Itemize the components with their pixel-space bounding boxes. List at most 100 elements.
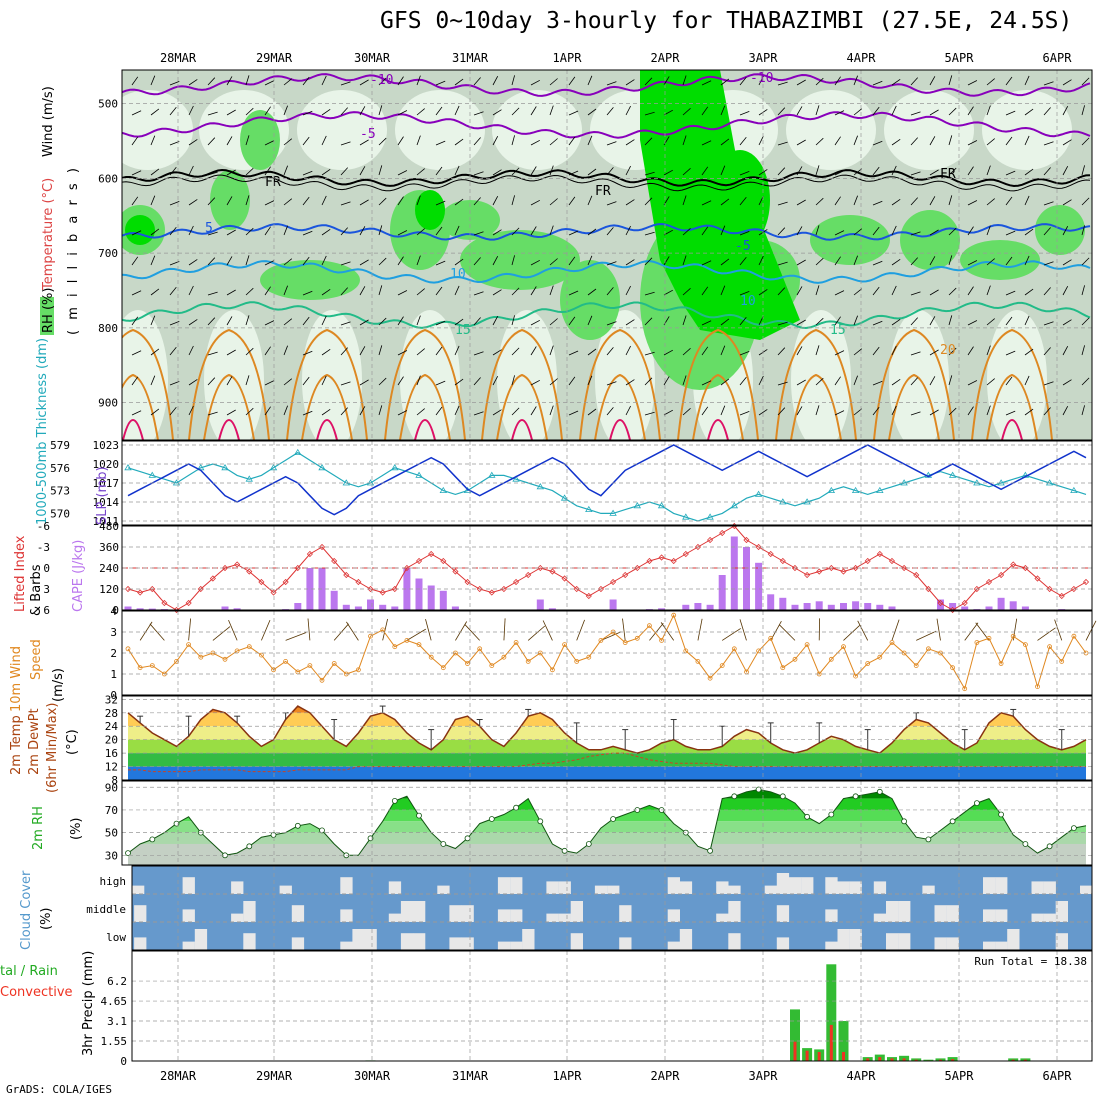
wind-barb	[1005, 110, 1016, 116]
wind-barb	[986, 78, 995, 86]
wind-barb	[511, 227, 520, 236]
wind-barb	[131, 230, 142, 236]
wind-barb	[302, 410, 313, 416]
wind-barb	[948, 167, 957, 176]
li-point	[525, 571, 532, 579]
wind-barb-10m	[139, 621, 153, 641]
date-label-top: 1APR	[553, 51, 583, 65]
wind-barb	[454, 405, 460, 416]
wind-barb	[929, 409, 939, 416]
rh-moist-patch	[460, 230, 580, 290]
li-point	[597, 585, 605, 593]
thickness-point	[585, 505, 593, 512]
cape-bar	[694, 603, 702, 610]
wind-speed-point	[271, 667, 276, 673]
wind-label-3: & Barbs	[29, 564, 44, 616]
wind-barb	[435, 226, 443, 236]
cape-bar	[609, 599, 617, 610]
wind-speed-point	[622, 640, 628, 645]
wind-speed-point	[368, 633, 373, 639]
thickness-point	[827, 486, 836, 493]
wind-barb	[188, 345, 194, 356]
wind-barb	[549, 285, 554, 296]
panel-frame	[121, 780, 1093, 866]
li-point	[876, 550, 883, 558]
wind-barb	[967, 380, 978, 386]
wind-speed-point	[950, 665, 955, 671]
temp-band	[128, 766, 1086, 780]
wind-barb	[492, 229, 502, 236]
cape-bar	[294, 603, 302, 610]
wind-barb-10m	[936, 618, 941, 641]
cloud-gap	[194, 929, 208, 950]
wind-barb	[644, 197, 653, 206]
thickness-point	[1045, 479, 1054, 486]
cloud-gap	[886, 901, 899, 922]
wind-barb	[967, 346, 974, 356]
wind-barb	[302, 316, 310, 326]
precip-unit-label: 3hr Precip (mm)	[81, 951, 96, 1056]
wind-barb-10m	[964, 622, 979, 641]
wind-barb	[834, 376, 841, 386]
wind-barb-10m	[527, 625, 546, 641]
cape-bar	[221, 606, 229, 610]
wind-speed-point	[756, 648, 761, 654]
pressure-tick-label: 900	[98, 397, 118, 410]
wind-barb	[682, 375, 687, 386]
cape-bar	[136, 608, 144, 611]
wind-barb	[739, 76, 747, 86]
cloud-gap	[764, 885, 777, 894]
wind-barb	[891, 378, 901, 386]
rh-dry-patch	[204, 310, 264, 440]
wind-barb	[511, 287, 520, 296]
wind-speed-point	[489, 663, 495, 668]
wind-tick-label: 4	[110, 605, 117, 618]
rh-point	[585, 841, 592, 847]
wind-barb	[625, 165, 631, 176]
wind-barb	[1062, 406, 1069, 416]
date-label-bottom: 5APR	[945, 1069, 975, 1083]
rh-dry-patch	[492, 90, 582, 170]
wind-barb	[435, 260, 446, 266]
wind-barb	[948, 315, 953, 326]
cape-bar	[148, 608, 156, 610]
wind-barb	[207, 411, 218, 416]
wind-barb	[910, 137, 918, 146]
temp-band	[128, 712, 1086, 727]
cloud-gap	[1080, 885, 1093, 894]
cloud-gap	[679, 881, 693, 894]
thickness-point	[803, 498, 811, 505]
rh-point	[949, 818, 956, 825]
wind-barb	[245, 135, 250, 146]
wind-speed-point	[137, 665, 143, 671]
contour-plus30	[707, 419, 729, 440]
wind-barb	[720, 345, 726, 356]
contour-plus5	[122, 222, 1091, 241]
rh-saturated-region	[710, 150, 770, 250]
wind-speed-point	[695, 659, 701, 664]
wind-barb	[226, 376, 233, 386]
wind-barb	[283, 285, 288, 296]
wind-barb	[226, 289, 236, 296]
wind-barb	[169, 201, 180, 206]
wind-barb	[492, 109, 502, 116]
thickness-point	[245, 475, 253, 482]
wind-barb	[283, 198, 293, 206]
wind-barb	[644, 111, 655, 116]
rh-point	[998, 811, 1004, 818]
contour-plus30	[609, 419, 631, 440]
wind-barb	[948, 255, 953, 266]
wind-label-2: Speed	[29, 639, 44, 680]
wind-label-4: (m/s)	[51, 668, 66, 702]
contour-plus20	[384, 328, 466, 440]
cloud-level-label: middle	[86, 903, 126, 916]
wind-barb	[188, 285, 194, 296]
rh-label: RH (%)	[41, 288, 56, 333]
wind-barb	[302, 256, 310, 266]
panel-frame	[131, 950, 1093, 1062]
wind-barb	[1024, 108, 1034, 116]
cloud-gap	[995, 909, 1008, 922]
cloud-gap	[898, 933, 911, 950]
rh-point	[925, 836, 932, 843]
wind-barb	[378, 377, 387, 386]
